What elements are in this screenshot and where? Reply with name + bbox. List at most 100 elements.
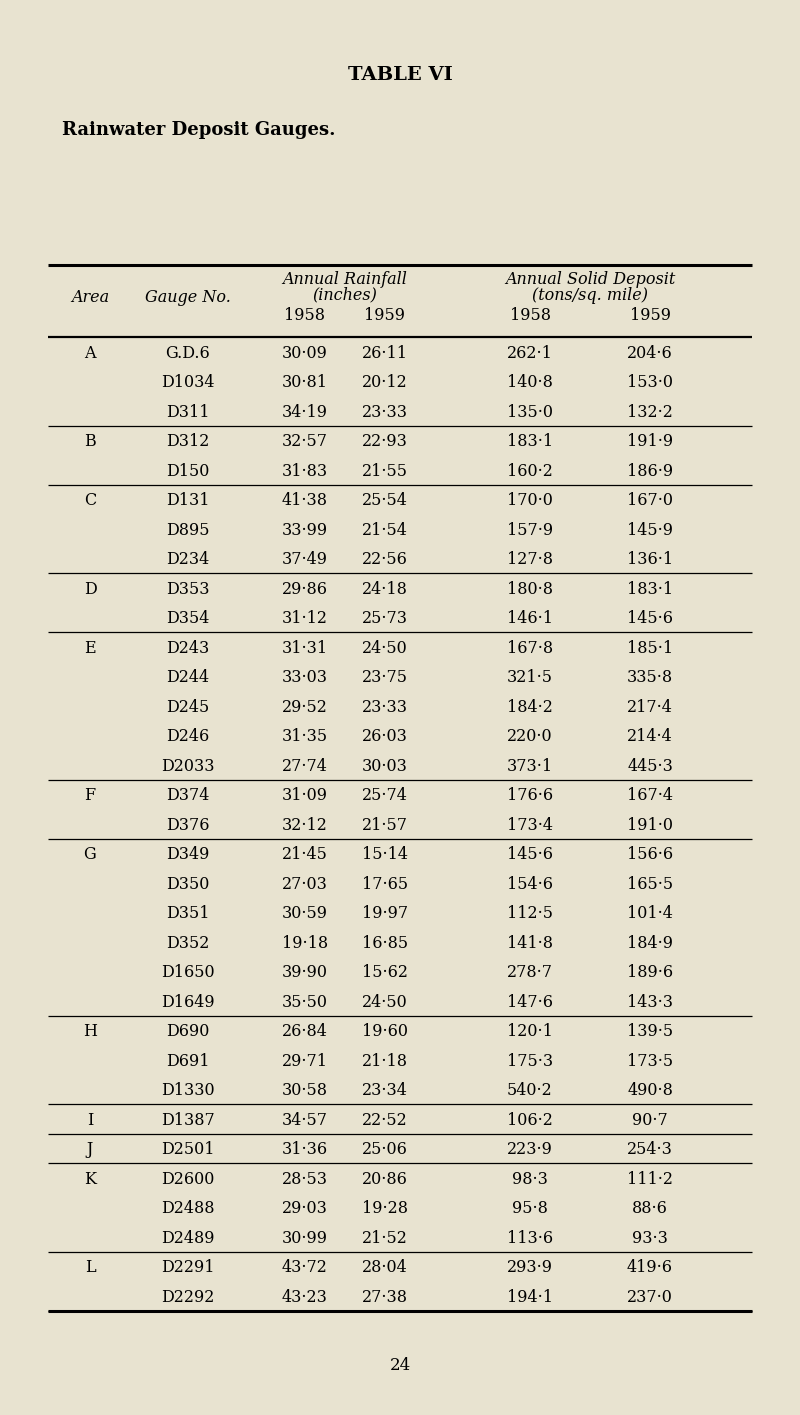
Text: 185·1: 185·1 (627, 640, 673, 657)
Text: 194·1: 194·1 (507, 1289, 553, 1306)
Text: TABLE VI: TABLE VI (348, 67, 452, 83)
Text: 145·9: 145·9 (627, 522, 673, 539)
Text: 1958: 1958 (285, 307, 326, 324)
Text: 153·0: 153·0 (627, 374, 673, 391)
Text: 32·12: 32·12 (282, 816, 328, 833)
Text: 28·53: 28·53 (282, 1170, 328, 1187)
Text: 33·99: 33·99 (282, 522, 328, 539)
Text: 31·12: 31·12 (282, 610, 328, 627)
Text: 30·03: 30·03 (362, 757, 408, 775)
Text: 41·38: 41·38 (282, 492, 328, 509)
Text: 35·50: 35·50 (282, 993, 328, 1010)
Text: 157·9: 157·9 (507, 522, 553, 539)
Text: D1649: D1649 (161, 993, 215, 1010)
Text: 167·4: 167·4 (627, 787, 673, 804)
Text: C: C (84, 492, 96, 509)
Text: 19·28: 19·28 (362, 1200, 408, 1217)
Text: 31·83: 31·83 (282, 463, 328, 480)
Text: 21·55: 21·55 (362, 463, 408, 480)
Text: 167·8: 167·8 (507, 640, 553, 657)
Text: 21·18: 21·18 (362, 1053, 408, 1070)
Text: 88·6: 88·6 (632, 1200, 668, 1217)
Text: 146·1: 146·1 (507, 610, 553, 627)
Text: 27·38: 27·38 (362, 1289, 408, 1306)
Text: Rainwater Deposit Gauges.: Rainwater Deposit Gauges. (62, 122, 335, 139)
Text: 419·6: 419·6 (627, 1259, 673, 1276)
Text: 220·0: 220·0 (507, 729, 553, 746)
Text: 19·18: 19·18 (282, 935, 328, 952)
Text: 335·8: 335·8 (627, 669, 673, 686)
Text: 106·2: 106·2 (507, 1112, 553, 1129)
Text: 445·3: 445·3 (627, 757, 673, 775)
Text: 30·09: 30·09 (282, 345, 328, 362)
Text: 25·06: 25·06 (362, 1142, 408, 1159)
Text: 98·3: 98·3 (512, 1170, 548, 1187)
Text: 145·6: 145·6 (507, 846, 553, 863)
Text: 540·2: 540·2 (507, 1082, 553, 1099)
Text: 29·86: 29·86 (282, 580, 328, 597)
Text: D244: D244 (166, 669, 210, 686)
Text: 21·54: 21·54 (362, 522, 408, 539)
Text: D354: D354 (166, 610, 210, 627)
Text: 140·8: 140·8 (507, 374, 553, 391)
Text: 154·6: 154·6 (507, 876, 553, 893)
Text: 191·0: 191·0 (627, 816, 673, 833)
Text: 31·31: 31·31 (282, 640, 328, 657)
Text: D353: D353 (166, 580, 210, 597)
Text: 175·3: 175·3 (507, 1053, 553, 1070)
Text: (inches): (inches) (313, 286, 378, 303)
Text: E: E (84, 640, 96, 657)
Text: 19·97: 19·97 (362, 906, 408, 923)
Text: D131: D131 (166, 492, 210, 509)
Text: 184·2: 184·2 (507, 699, 553, 716)
Text: 20·12: 20·12 (362, 374, 408, 391)
Text: D1387: D1387 (161, 1112, 215, 1129)
Text: 30·58: 30·58 (282, 1082, 328, 1099)
Text: 43·72: 43·72 (282, 1259, 328, 1276)
Text: 20·86: 20·86 (362, 1170, 408, 1187)
Text: 136·1: 136·1 (627, 552, 673, 569)
Text: D376: D376 (166, 816, 210, 833)
Text: Gauge No.: Gauge No. (145, 289, 231, 306)
Text: 23·33: 23·33 (362, 403, 408, 420)
Text: 27·03: 27·03 (282, 876, 328, 893)
Text: 147·6: 147·6 (507, 993, 553, 1010)
Text: 214·4: 214·4 (627, 729, 673, 746)
Text: 32·57: 32·57 (282, 433, 328, 450)
Text: D2033: D2033 (162, 757, 214, 775)
Text: 15·62: 15·62 (362, 964, 408, 981)
Text: 24·50: 24·50 (362, 993, 408, 1010)
Text: 30·59: 30·59 (282, 906, 328, 923)
Text: 135·0: 135·0 (507, 403, 553, 420)
Text: 111·2: 111·2 (627, 1170, 673, 1187)
Text: D243: D243 (166, 640, 210, 657)
Text: 21·45: 21·45 (282, 846, 328, 863)
Text: 39·90: 39·90 (282, 964, 328, 981)
Text: 24·18: 24·18 (362, 580, 408, 597)
Text: 23·34: 23·34 (362, 1082, 408, 1099)
Text: G: G (84, 846, 96, 863)
Text: 1959: 1959 (365, 307, 406, 324)
Text: 278·7: 278·7 (507, 964, 553, 981)
Text: D150: D150 (166, 463, 210, 480)
Text: 37·49: 37·49 (282, 552, 328, 569)
Text: D1330: D1330 (161, 1082, 215, 1099)
Text: 170·0: 170·0 (507, 492, 553, 509)
Text: 113·6: 113·6 (507, 1230, 553, 1247)
Text: 165·5: 165·5 (627, 876, 673, 893)
Text: 160·2: 160·2 (507, 463, 553, 480)
Text: 101·4: 101·4 (627, 906, 673, 923)
Text: 34·57: 34·57 (282, 1112, 328, 1129)
Text: 19·60: 19·60 (362, 1023, 408, 1040)
Text: 139·5: 139·5 (627, 1023, 673, 1040)
Text: D1034: D1034 (162, 374, 214, 391)
Text: (tons/sq. mile): (tons/sq. mile) (532, 286, 648, 303)
Text: 120·1: 120·1 (507, 1023, 553, 1040)
Text: 156·6: 156·6 (627, 846, 673, 863)
Text: 141·8: 141·8 (507, 935, 553, 952)
Text: 191·9: 191·9 (627, 433, 673, 450)
Text: 262·1: 262·1 (507, 345, 553, 362)
Text: D691: D691 (166, 1053, 210, 1070)
Text: K: K (84, 1170, 96, 1187)
Text: 24·50: 24·50 (362, 640, 408, 657)
